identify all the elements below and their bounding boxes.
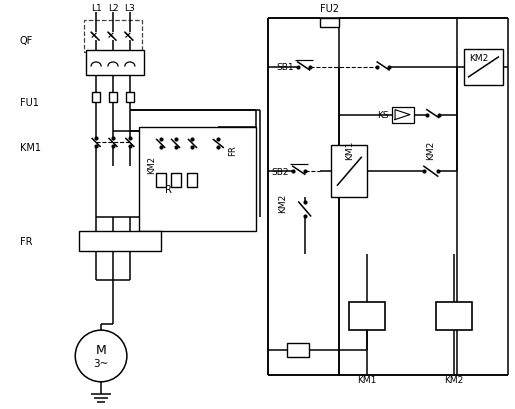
Text: SB2: SB2 <box>271 167 288 176</box>
Bar <box>139 127 256 231</box>
Bar <box>86 51 144 76</box>
Text: M: M <box>96 343 107 356</box>
Text: FR: FR <box>20 236 32 246</box>
Bar <box>287 343 308 357</box>
Bar <box>84 21 142 53</box>
Text: KM2: KM2 <box>444 375 464 384</box>
Bar <box>392 108 414 123</box>
Text: KM2: KM2 <box>426 140 435 160</box>
Bar <box>187 174 197 188</box>
Text: KM2: KM2 <box>278 193 287 212</box>
Bar <box>332 146 367 198</box>
Text: L2: L2 <box>108 4 118 13</box>
Text: R: R <box>165 184 172 195</box>
Bar <box>170 174 181 188</box>
Text: KM2: KM2 <box>147 156 156 174</box>
Text: FU2: FU2 <box>320 4 339 14</box>
Text: SB1: SB1 <box>277 63 295 72</box>
Bar <box>109 92 117 102</box>
Bar <box>320 19 339 28</box>
Text: FU1: FU1 <box>20 97 39 108</box>
Bar <box>79 231 161 251</box>
Text: KM1: KM1 <box>20 143 41 153</box>
Bar <box>349 303 385 330</box>
Text: KM1: KM1 <box>345 140 354 160</box>
Text: 3~: 3~ <box>93 358 109 368</box>
Circle shape <box>75 330 127 382</box>
Bar <box>436 303 472 330</box>
Text: L1: L1 <box>91 4 101 13</box>
Text: KS: KS <box>377 111 389 120</box>
Text: QF: QF <box>20 36 33 46</box>
Text: FR: FR <box>228 145 237 155</box>
Text: L3: L3 <box>125 4 135 13</box>
Text: KM2: KM2 <box>469 53 488 62</box>
Bar <box>92 92 100 102</box>
Bar <box>464 50 503 85</box>
Text: KM1: KM1 <box>357 375 377 384</box>
Bar <box>126 92 134 102</box>
Bar <box>156 174 166 188</box>
